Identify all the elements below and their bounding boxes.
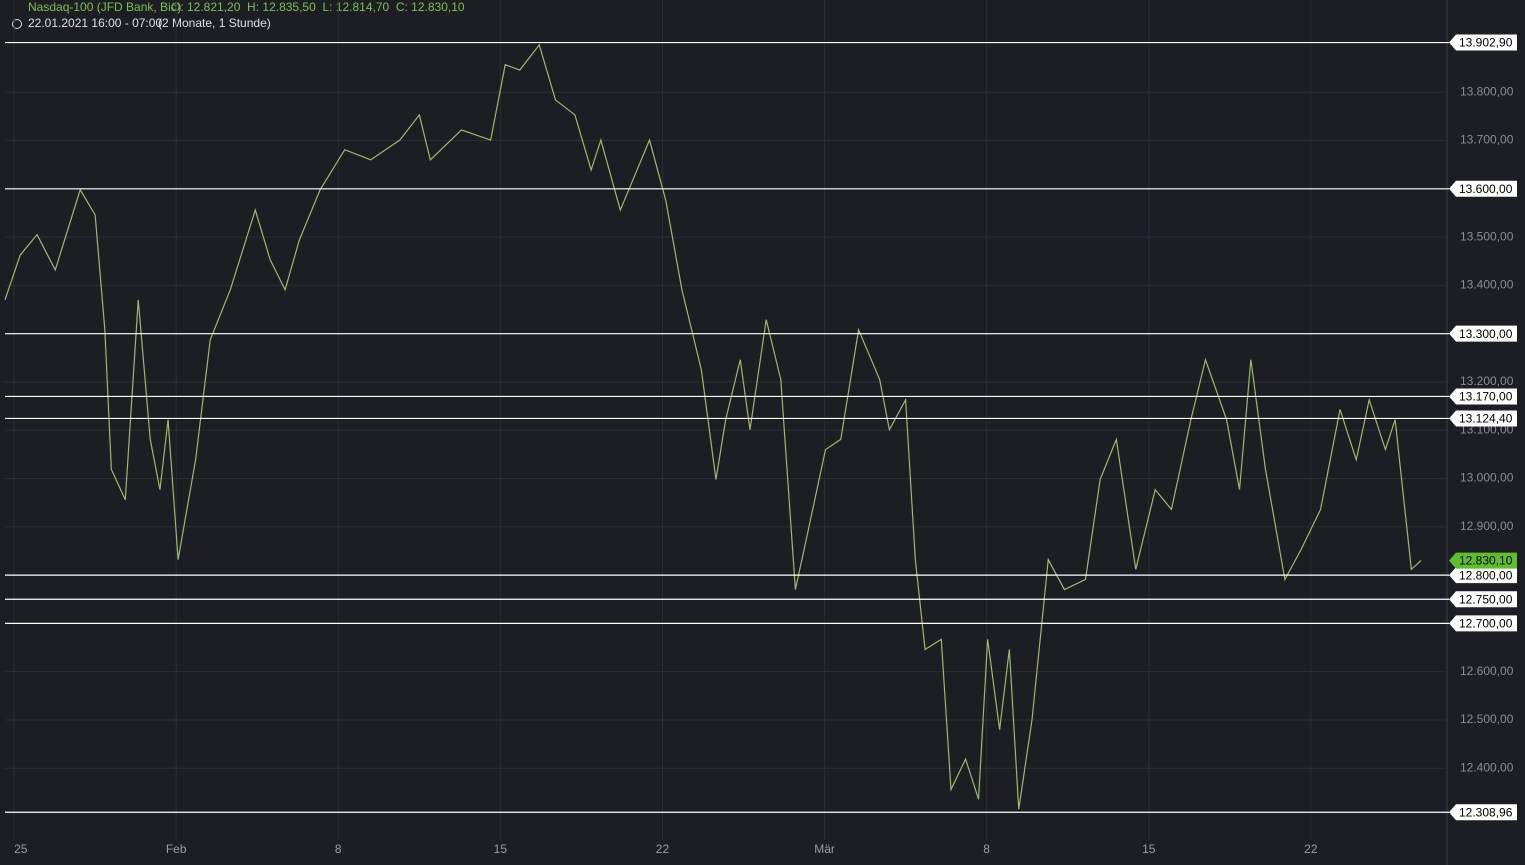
x-tick-label: 15 [1142, 842, 1156, 856]
ohlc: O: 12.821,20 H: 12.835,50 L: 12.814,70 C… [171, 0, 465, 14]
level-tag [1449, 591, 1517, 608]
level-label: 12.750,00 [1459, 592, 1513, 606]
level-label: 13.170,00 [1459, 390, 1513, 404]
y-tick-label: 12.600,00 [1460, 664, 1514, 678]
level-label: 13.300,00 [1459, 327, 1513, 341]
period: 22.01.2021 16:00 - 07:00 [28, 16, 162, 30]
level-label: 13.600,00 [1459, 182, 1513, 196]
y-tick-label: 12.500,00 [1460, 712, 1514, 726]
level-tag [1449, 180, 1517, 197]
level-label: 13.902,90 [1459, 36, 1513, 50]
level-tag [1449, 388, 1517, 405]
y-tick-label: 13.800,00 [1460, 84, 1514, 98]
x-tick-label: 8 [335, 842, 342, 856]
level-tag [1449, 804, 1517, 821]
x-tick-label: Feb [166, 842, 187, 856]
price-line [4, 43, 1422, 810]
level-label: 12.830,10 [1459, 554, 1513, 568]
y-tick-label: 13.400,00 [1460, 278, 1514, 292]
level-tag [1449, 552, 1517, 569]
level-label: 12.800,00 [1459, 568, 1513, 582]
x-tick-label: 15 [494, 842, 508, 856]
x-tick-label: 22 [1304, 842, 1318, 856]
range: (2 Monate, 1 Stunde) [158, 16, 271, 30]
level-tag [1449, 34, 1517, 51]
x-tick-label: 25 [14, 842, 28, 856]
level-label: 12.700,00 [1459, 617, 1513, 631]
level-tag [1449, 325, 1517, 342]
level-tag [1449, 615, 1517, 632]
instrument-title: Nasdaq-100 (JFD Bank, Bid) [28, 0, 181, 14]
y-tick-label: 13.500,00 [1460, 229, 1514, 243]
level-tag [1449, 410, 1517, 427]
level-label: 12.308,96 [1459, 805, 1513, 819]
y-tick-label: 12.400,00 [1460, 760, 1514, 774]
y-tick-label: 12.900,00 [1460, 519, 1514, 533]
y-tick-label: 13.700,00 [1460, 133, 1514, 147]
y-tick-label: 13.000,00 [1460, 471, 1514, 485]
x-tick-label: 22 [656, 842, 670, 856]
level-tag [1449, 567, 1517, 584]
clock-icon [12, 19, 22, 29]
y-tick-label: 13.200,00 [1460, 374, 1514, 388]
level-label: 13.124,40 [1459, 412, 1513, 426]
x-tick-label: 8 [983, 842, 990, 856]
x-tick-label: Mär [814, 842, 835, 856]
